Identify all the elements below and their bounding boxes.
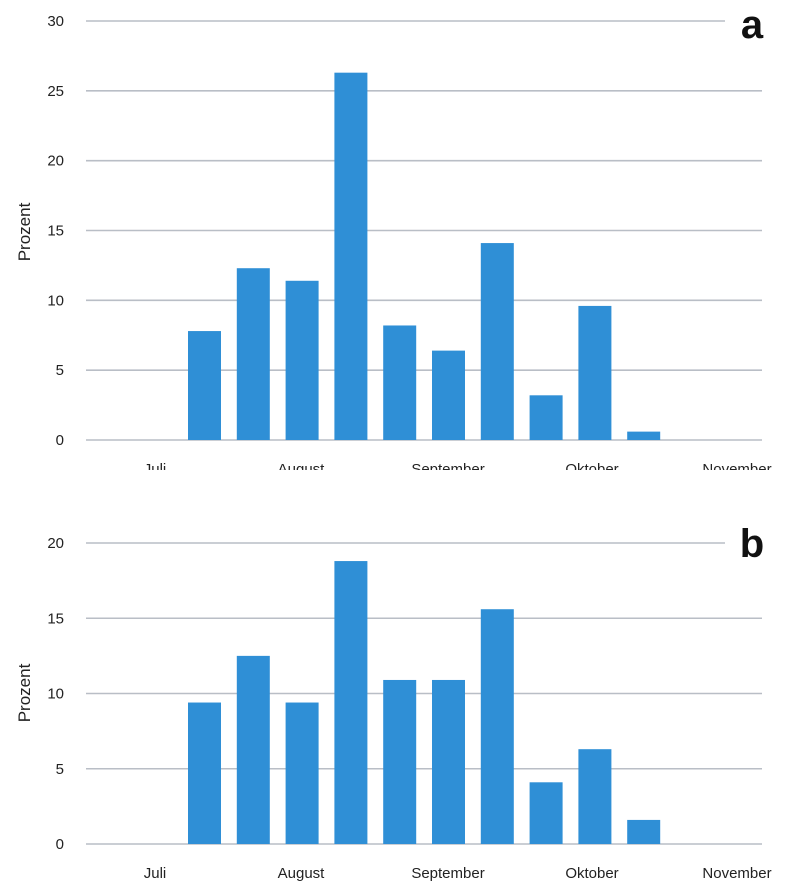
chart-b-bar [188,702,221,844]
chart-a-x-tick-label: Juli [144,461,167,470]
chart-b-y-tick-label: 5 [56,761,64,778]
chart-a-bar [383,325,417,440]
chart-a-bar [480,243,514,440]
chart-a-bar [236,268,270,440]
chart-a-y-tick-label: 15 [47,223,64,240]
chart-b-bar [480,609,514,844]
chart-b-bar [334,561,368,844]
chart-a-bar [334,72,368,440]
chart-b-bar [627,819,661,844]
chart-a-bar [188,331,221,440]
chart-b-y-tick-label: 0 [56,836,64,853]
chart-b-bar [529,782,563,844]
chart-a-bar [285,280,319,440]
chart-b-y-axis-label: Prozent [15,663,34,722]
chart-a-x-tick-label: Oktober [565,461,618,470]
chart-b-y-tick-label: 15 [47,610,64,627]
chart-a-x-tick-label: September [411,461,484,470]
chart-a-svg: 0 5 10 15 20 25 30 Juli August September Oktober No… [15,3,772,470]
chart-a-bar [578,305,612,440]
chart-a-y-tick-label: 20 [47,153,64,170]
chart-a-y-tick-label: 0 [56,432,64,449]
chart-b-bar [383,679,417,844]
chart-a-x-tick-label: November [702,461,771,470]
chart-b-y-tick-label: 10 [47,686,64,703]
chart-b-panel-letter: b [740,522,764,566]
chart-b-y-tick-label: 20 [47,535,64,552]
chart-b-bar [432,679,465,844]
chart-b-x-tick-label: Oktober [565,865,618,881]
chart-b-svg: 0 5 10 15 20 Juli August September Oktober Novemb… [15,522,772,881]
chart-b-bar [285,702,319,844]
chart-a-y-axis-label: Prozent [15,202,34,261]
chart-b-x-tick-label: August [278,865,326,881]
chart-panel-b: 0 5 10 15 20 Juli August September Oktober Novemb… [0,470,787,881]
chart-a-bar [627,431,661,440]
chart-b-bar [578,749,612,844]
chart-b-x-tick-label: Juli [144,865,167,881]
chart-b-x-tick-label: September [411,865,484,881]
chart-a-panel-letter: a [741,3,764,47]
chart-b-bar [236,655,270,844]
chart-a-bar [432,350,465,440]
chart-a-x-tick-label: August [278,461,326,470]
chart-a-y-tick-label: 30 [47,13,64,30]
chart-a-y-tick-label: 25 [47,83,64,100]
chart-a-y-tick-label: 5 [56,362,64,379]
chart-a-bar [529,395,563,440]
chart-b-x-tick-label: November [702,865,771,881]
chart-panel-a: 0 5 10 15 20 25 30 Juli August September Oktober No… [15,3,772,470]
chart-a-y-tick-label: 10 [47,292,64,309]
